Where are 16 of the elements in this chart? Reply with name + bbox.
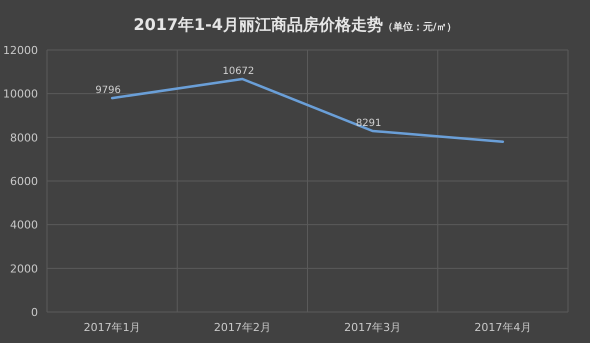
x-tick-label: 2017年1月 (84, 321, 141, 334)
y-tick-label: 8000 (10, 131, 38, 144)
y-tick-label: 2000 (10, 262, 38, 276)
chart-subtitle: （单位：元/㎡） (382, 21, 457, 33)
y-tick-label: 4000 (10, 218, 38, 232)
x-tick-label: 2017年2月 (214, 321, 271, 334)
data-label: 8291 (356, 118, 382, 129)
chart-title: 2017年1-4月丽江商品房价格走势 (133, 15, 383, 34)
data-label: 10672 (222, 66, 254, 77)
data-label: 9796 (95, 85, 121, 96)
y-tick-label: 12000 (3, 44, 38, 57)
y-tick-label: 0 (31, 306, 38, 319)
y-tick-label: 6000 (10, 175, 38, 188)
x-tick-label: 2017年3月 (344, 321, 402, 334)
y-tick-label: 10000 (3, 88, 38, 101)
x-tick-label: 2017年4月 (474, 321, 532, 334)
